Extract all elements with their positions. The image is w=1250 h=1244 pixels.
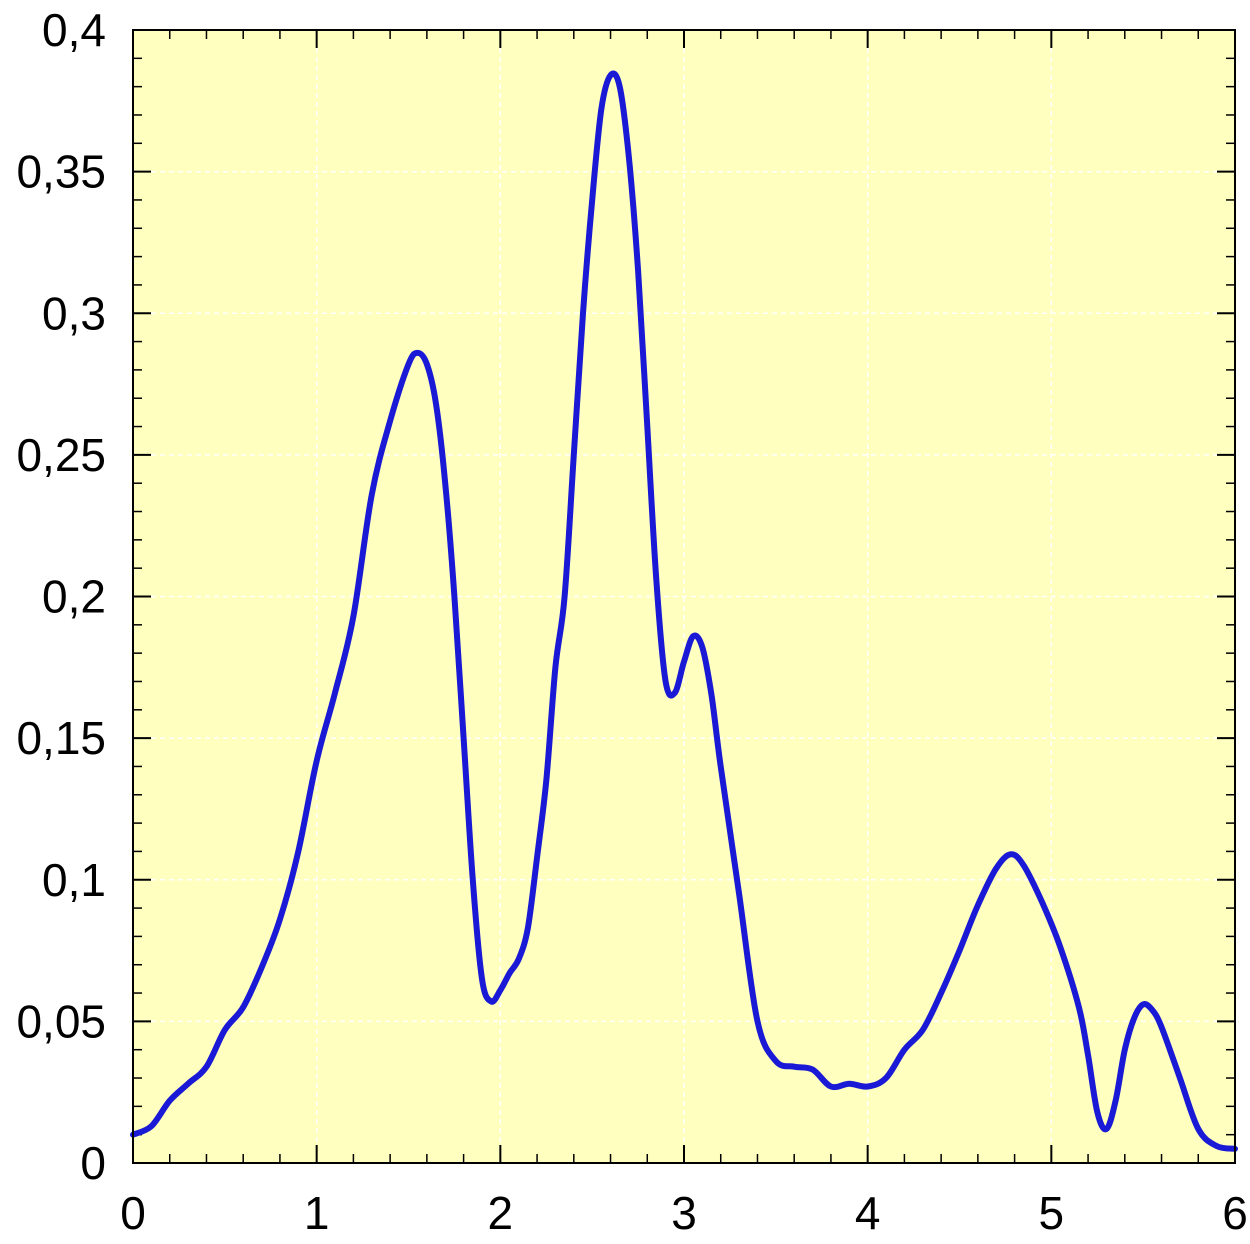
minor-ticks [133, 30, 1235, 1163]
y-axis-tick-labels: 0 0,05 0,1 0,15 0,2 0,25 0,3 0,35 0,4 [16, 4, 106, 1189]
y-tick-label: 0,4 [42, 4, 106, 56]
grid-lines [133, 30, 1235, 1163]
x-tick-label: 4 [855, 1187, 881, 1239]
y-tick-label: 0,3 [42, 287, 106, 339]
series-line [130, 70, 1238, 1152]
x-tick-label: 6 [1222, 1187, 1248, 1239]
x-tick-label: 2 [488, 1187, 514, 1239]
y-tick-label: 0,35 [16, 146, 106, 198]
plot-frame [132, 29, 1236, 1164]
x-tick-label: 0 [120, 1187, 146, 1239]
y-tick-label: 0,2 [42, 571, 106, 623]
y-tick-label: 0,1 [42, 854, 106, 906]
y-tick-label: 0 [80, 1137, 106, 1189]
x-axis-tick-labels: 0 1 2 3 4 5 6 [120, 1187, 1248, 1239]
x-tick-label: 3 [671, 1187, 697, 1239]
y-tick-label: 0,25 [16, 429, 106, 481]
y-tick-label: 0,15 [16, 712, 106, 764]
x-tick-label: 1 [304, 1187, 330, 1239]
x-tick-label: 5 [1039, 1187, 1065, 1239]
y-tick-label: 0,05 [16, 995, 106, 1047]
